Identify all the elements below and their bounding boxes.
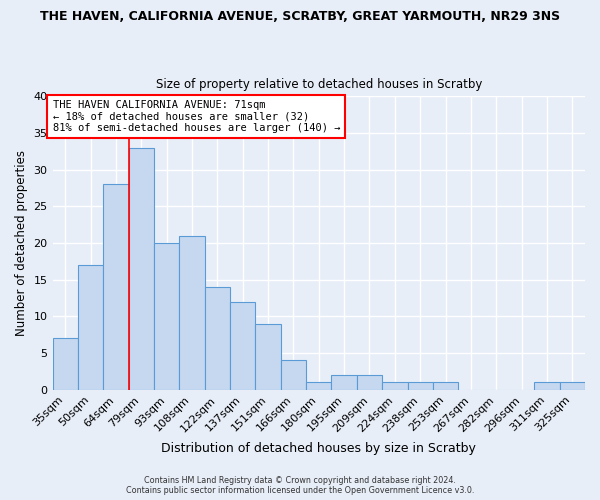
Text: THE HAVEN CALIFORNIA AVENUE: 71sqm
← 18% of detached houses are smaller (32)
81%: THE HAVEN CALIFORNIA AVENUE: 71sqm ← 18%… [53,100,340,133]
Bar [306,382,331,390]
Bar [154,243,179,390]
Bar [560,382,585,390]
Bar [230,302,256,390]
Bar [179,236,205,390]
Bar [433,382,458,390]
Bar [103,184,128,390]
Bar [256,324,281,390]
Bar [281,360,306,390]
Bar [534,382,560,390]
X-axis label: Distribution of detached houses by size in Scratby: Distribution of detached houses by size … [161,442,476,455]
Bar [357,375,382,390]
Bar [331,375,357,390]
Bar [407,382,433,390]
Bar [382,382,407,390]
Bar [53,338,78,390]
Text: Contains HM Land Registry data © Crown copyright and database right 2024.
Contai: Contains HM Land Registry data © Crown c… [126,476,474,495]
Y-axis label: Number of detached properties: Number of detached properties [15,150,28,336]
Bar [205,287,230,390]
Bar [78,265,103,390]
Text: THE HAVEN, CALIFORNIA AVENUE, SCRATBY, GREAT YARMOUTH, NR29 3NS: THE HAVEN, CALIFORNIA AVENUE, SCRATBY, G… [40,10,560,23]
Bar [128,148,154,390]
Title: Size of property relative to detached houses in Scratby: Size of property relative to detached ho… [155,78,482,91]
